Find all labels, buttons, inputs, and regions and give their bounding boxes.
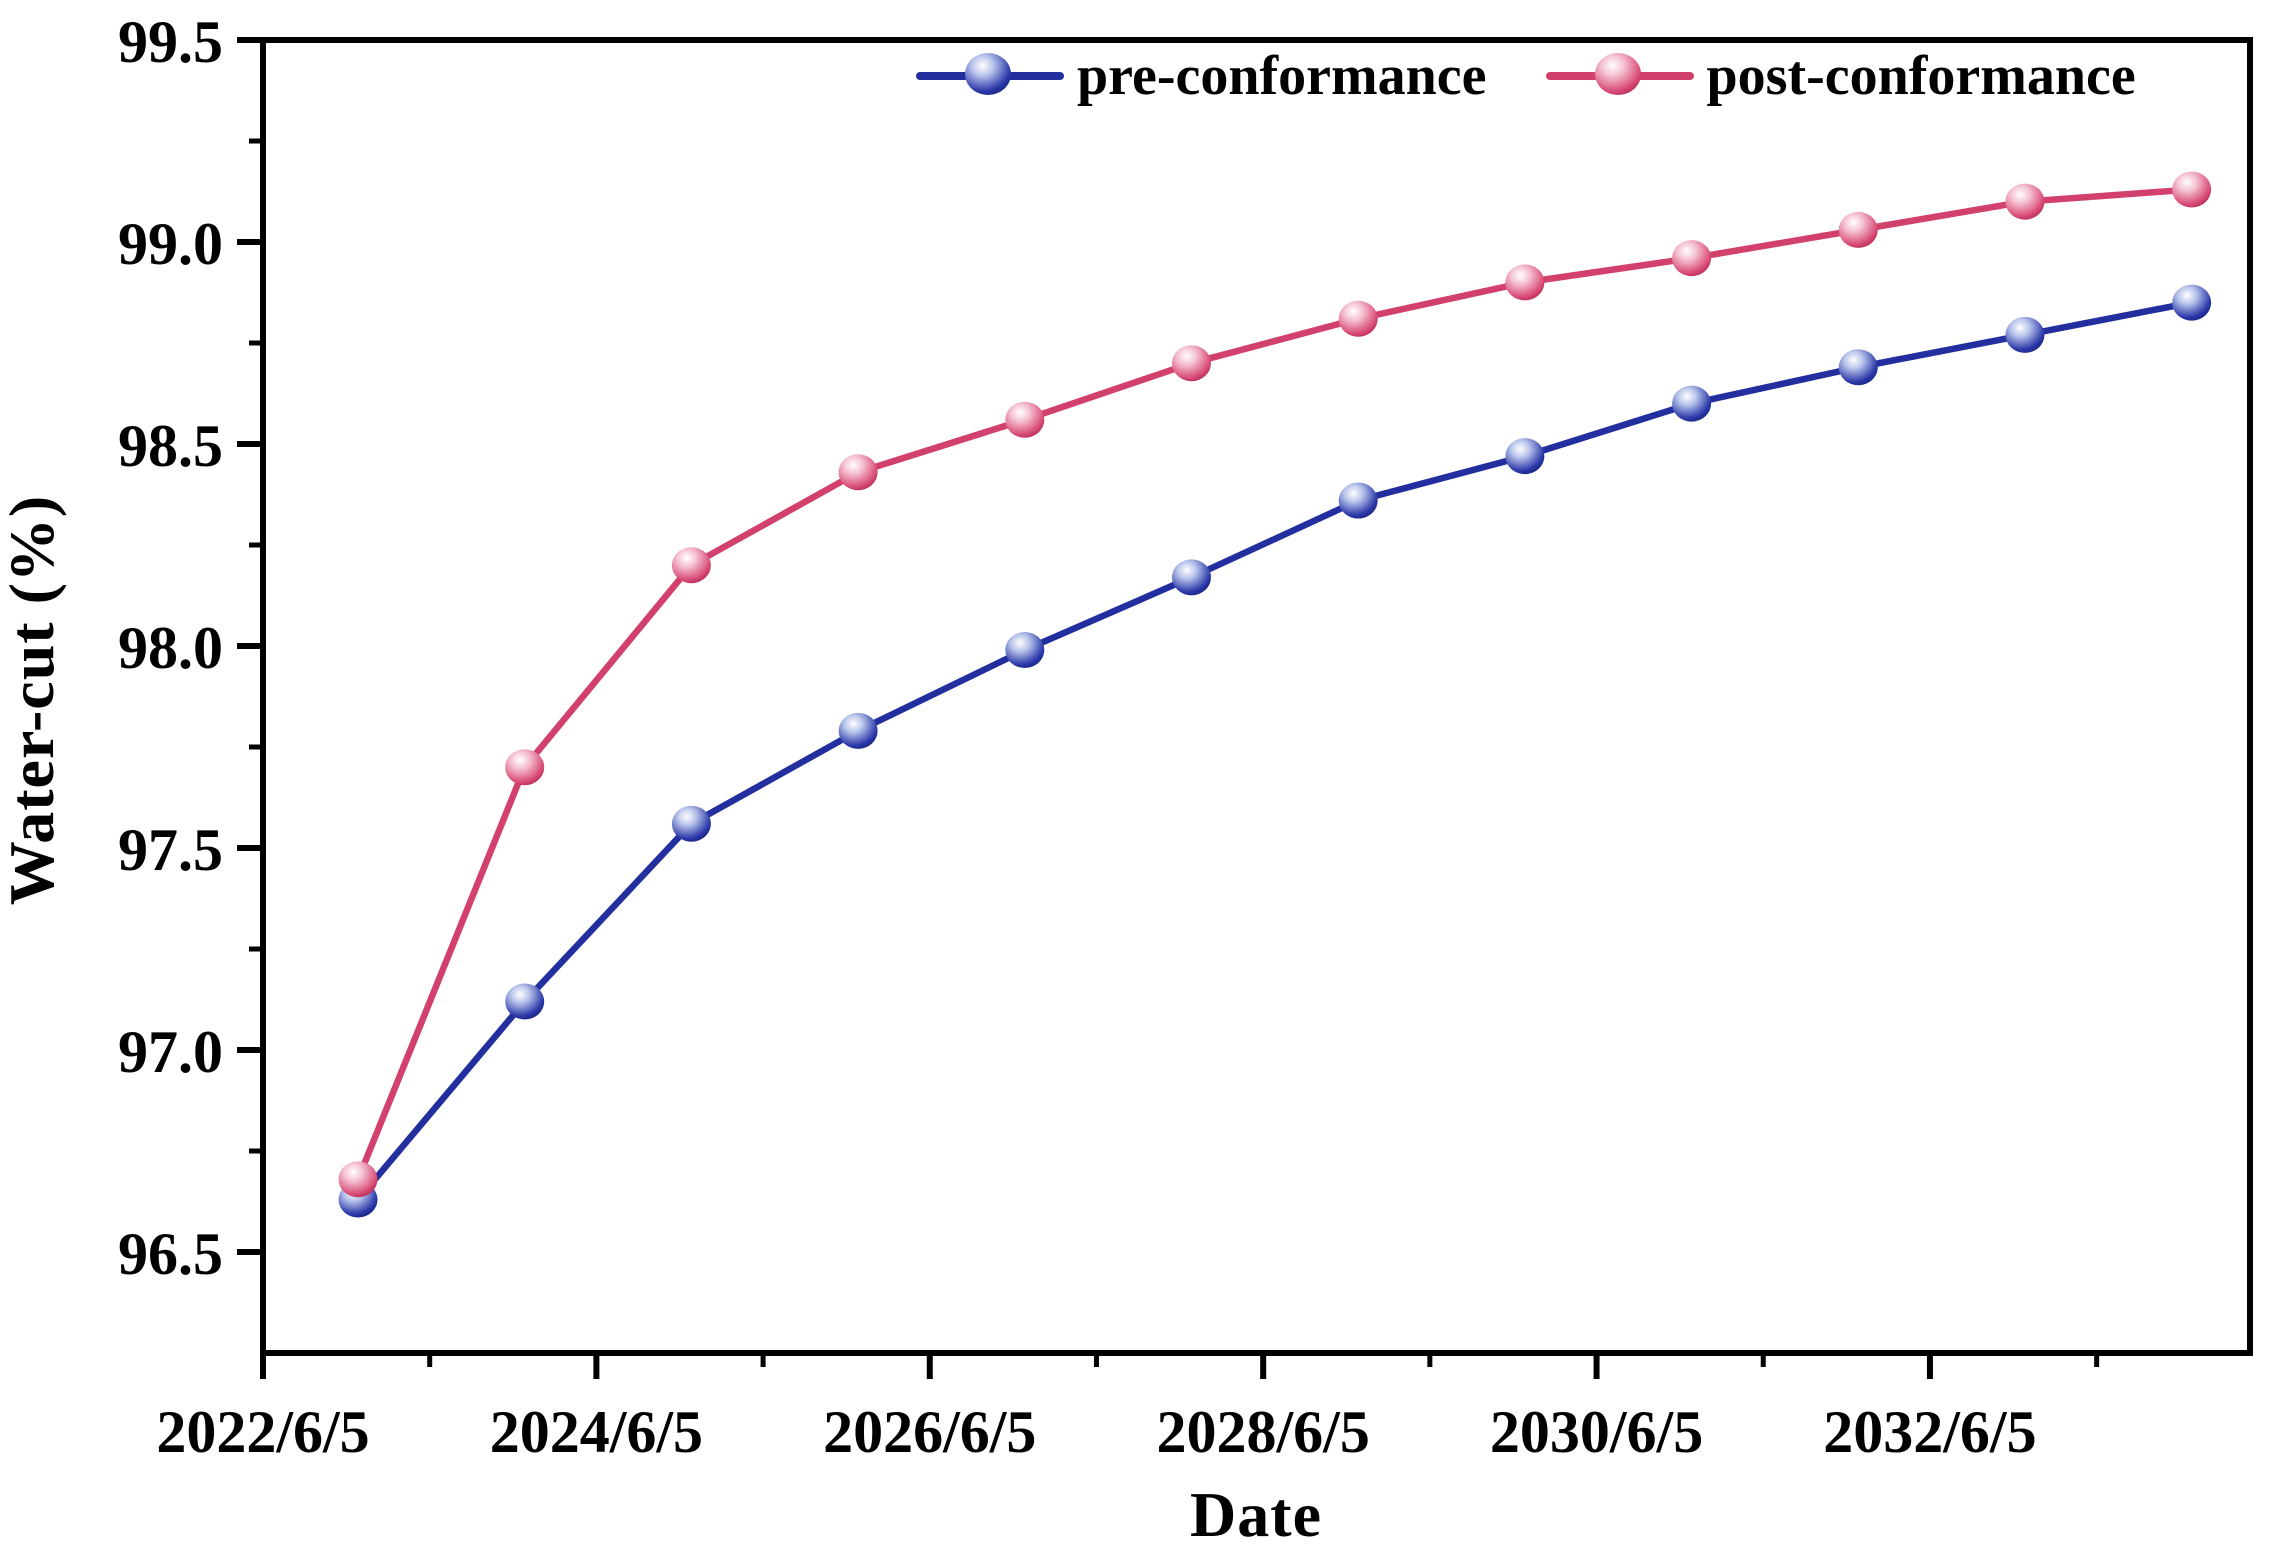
y-tick-label: 98.0 bbox=[118, 615, 223, 681]
legend-label-pre-conformance: pre-conformance bbox=[1077, 45, 1487, 107]
data-point-marker bbox=[1672, 240, 1712, 277]
data-point-marker bbox=[2005, 183, 2045, 220]
series-pre-conformance bbox=[338, 284, 2212, 1218]
x-tick-label: 2022/6/5 bbox=[156, 1399, 369, 1465]
data-point-marker bbox=[2172, 284, 2212, 321]
data-point-marker bbox=[1005, 401, 1045, 438]
series-post-conformance bbox=[338, 171, 2212, 1198]
plot-border bbox=[260, 37, 2253, 1356]
x-tick-label: 2024/6/5 bbox=[490, 1399, 703, 1465]
data-point-marker bbox=[1338, 300, 1378, 337]
series-line-post-conformance bbox=[354, 186, 2195, 1183]
data-point-marker bbox=[1505, 438, 1545, 475]
x-tick-label: 2028/6/5 bbox=[1156, 1399, 1369, 1465]
data-point-marker bbox=[1672, 385, 1712, 422]
data-point-marker bbox=[1838, 211, 1878, 248]
x-tick-label: 2030/6/5 bbox=[1490, 1399, 1703, 1465]
data-point-marker bbox=[1005, 632, 1045, 669]
x-axis-title: Date bbox=[1190, 1479, 1322, 1550]
legend-entry-post-conformance: post-conformance bbox=[1545, 44, 2136, 108]
y-tick-label: 99.0 bbox=[118, 211, 223, 277]
data-point-marker bbox=[2005, 316, 2045, 353]
chart-legend: pre-conformance post-conformance bbox=[915, 40, 2136, 112]
x-tick-label: 2032/6/5 bbox=[1823, 1399, 2036, 1465]
y-tick-label: 96.5 bbox=[118, 1221, 223, 1287]
x-tick-label: 2026/6/5 bbox=[823, 1399, 1036, 1465]
axis-ticks bbox=[237, 37, 2100, 1379]
legend-label-post-conformance: post-conformance bbox=[1706, 45, 2136, 107]
series-line-pre-conformance bbox=[354, 299, 2195, 1203]
data-point-marker bbox=[1171, 559, 1211, 596]
data-point-marker bbox=[338, 1161, 378, 1198]
axis-tick-labels: 96.5 97.0 97.5 98.0 98.5 99.0 99.5 2022/6/5 2024… bbox=[118, 9, 2037, 1465]
legend-line-marker-pre-icon bbox=[916, 53, 1064, 95]
y-tick-label: 98.5 bbox=[118, 413, 223, 479]
legend-entry-pre-conformance: pre-conformance bbox=[915, 44, 1487, 108]
y-tick-label: 97.5 bbox=[118, 817, 223, 883]
data-point-marker bbox=[505, 983, 545, 1020]
data-point-marker bbox=[1838, 349, 1878, 386]
y-axis-title: Water-cut (%) bbox=[0, 494, 67, 906]
data-point-marker bbox=[2172, 171, 2212, 208]
data-point-marker bbox=[671, 547, 711, 584]
data-point-marker bbox=[1505, 264, 1545, 301]
y-tick-label: 97.0 bbox=[118, 1019, 223, 1085]
y-tick-label: 99.5 bbox=[118, 9, 223, 75]
data-point-marker bbox=[1338, 482, 1378, 519]
data-point-marker bbox=[838, 712, 878, 749]
data-point-marker bbox=[1171, 345, 1211, 382]
legend-line-marker-post-icon bbox=[1545, 53, 1694, 95]
data-point-marker bbox=[505, 749, 545, 786]
data-point-marker bbox=[671, 805, 711, 842]
data-point-marker bbox=[838, 454, 878, 491]
